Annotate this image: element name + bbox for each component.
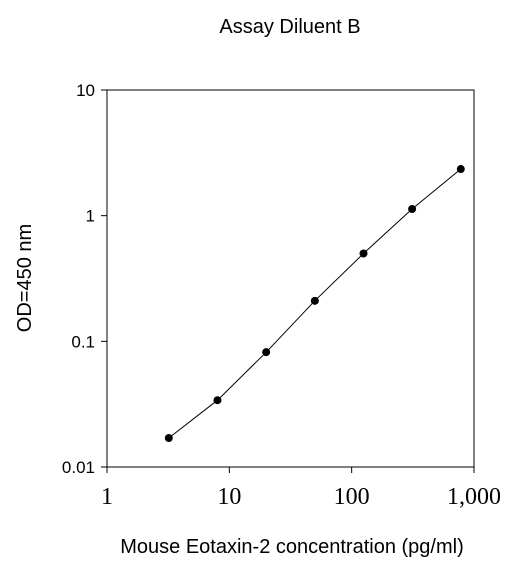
x-tick-label: 1,000	[447, 484, 501, 510]
plot-frame	[106, 89, 475, 468]
y-tick-label: 1	[86, 207, 95, 226]
series-layer	[164, 165, 465, 443]
data-point	[408, 204, 417, 213]
data-point	[359, 249, 368, 258]
data-point	[310, 296, 319, 305]
x-tick-label: 1	[101, 484, 113, 510]
data-point	[262, 348, 271, 357]
data-point	[164, 434, 173, 443]
x-tick-label: 10	[217, 484, 241, 510]
x-tick-label: 100	[334, 484, 370, 510]
x-axis-label: Mouse Eotaxin-2 concentration (pg/ml)	[120, 536, 464, 558]
chart-title: Assay Diluent B	[219, 16, 360, 38]
y-tick-label: 0.01	[62, 458, 95, 477]
y-axis-ticks: 0.01 0.1 1 10	[62, 81, 107, 477]
data-point	[456, 165, 465, 174]
data-point	[213, 396, 222, 405]
y-tick-label: 10	[76, 81, 95, 100]
x-axis-ticks: 1 10 100 1,000	[101, 467, 501, 510]
y-axis-label: OD=450 nm	[14, 224, 36, 332]
y-tick-label: 0.1	[71, 332, 95, 351]
